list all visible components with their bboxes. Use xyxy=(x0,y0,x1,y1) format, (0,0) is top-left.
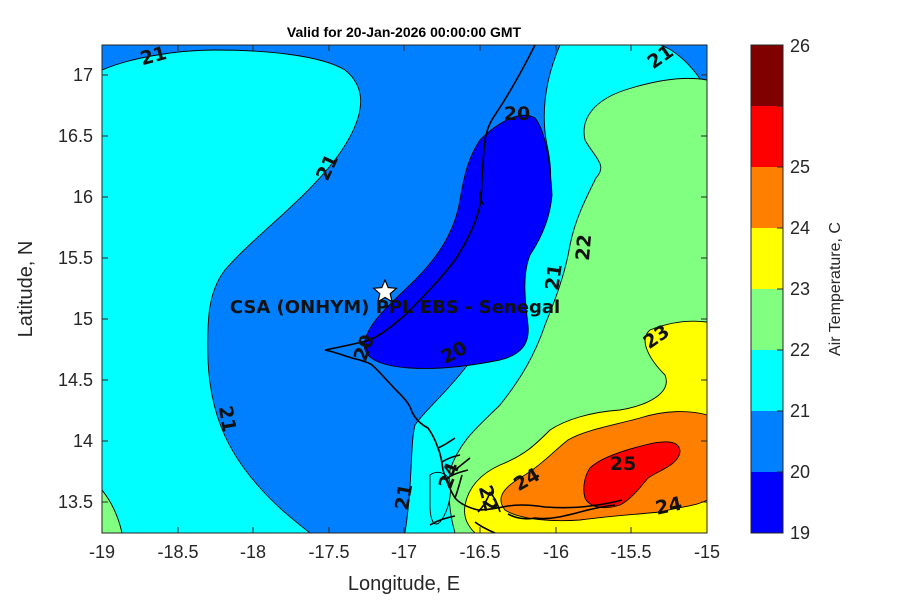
y-tick-label: 15.5 xyxy=(58,248,93,268)
colorbar-swatch xyxy=(751,411,783,472)
x-axis xyxy=(101,45,708,533)
y-tick-label: 17 xyxy=(73,65,93,85)
colorbar-swatch xyxy=(751,228,783,289)
contour-label: 21 xyxy=(541,263,566,292)
band-21-22-coastal xyxy=(429,471,451,525)
band-25-26 xyxy=(583,441,681,509)
y-tick-label: 13.5 xyxy=(58,492,93,512)
contour-label: 24 xyxy=(654,493,684,520)
band-21-22-west xyxy=(102,49,361,533)
colorbar-tick-label: 26 xyxy=(790,36,810,56)
y-axis xyxy=(102,74,707,503)
colorbar-label: Air Temperature, C xyxy=(827,222,844,356)
contour-label: 22 xyxy=(572,233,596,261)
site-label: CSA (ONHYM) PPL EBS - Senegal xyxy=(230,297,560,318)
x-tick-label: -17.5 xyxy=(308,542,349,562)
site-star-icon xyxy=(372,278,398,303)
x-tick-label: -19 xyxy=(89,542,115,562)
x-tick-label: -16.5 xyxy=(459,542,500,562)
colorbar-tick-label: 21 xyxy=(790,401,810,421)
x-tick-label: -15 xyxy=(694,542,720,562)
chart-title: Valid for 20-Jan-2026 00:00:00 GMT xyxy=(287,24,522,40)
y-axis-label: Latitude, N xyxy=(15,241,37,338)
y-tick-label: 16.5 xyxy=(58,126,93,146)
colorbar-tick-label: 19 xyxy=(790,523,810,543)
coastline xyxy=(324,45,623,511)
colorbar-swatch xyxy=(751,106,783,167)
colorbar-tick-label: 20 xyxy=(790,462,810,482)
border-gambia xyxy=(429,437,616,533)
colorbar-tick-label: 25 xyxy=(790,157,810,177)
x-tick-labels: -19 -18.5 -18 -17.5 -17 -16.5 -16 -15.5 … xyxy=(89,542,720,562)
colorbar-tick-label: 24 xyxy=(790,218,810,238)
colorbar-swatch xyxy=(751,472,783,533)
colorbar-swatch xyxy=(751,167,783,228)
band-22-23-west-corner xyxy=(102,489,123,533)
y-tick-label: 16 xyxy=(73,187,93,207)
colorbar: 19 20 21 22 23 24 25 26 Air Temperature,… xyxy=(750,36,844,543)
x-tick-label: -18 xyxy=(240,542,266,562)
contour-label: 25 xyxy=(610,453,636,475)
colorbar-tick-label: 23 xyxy=(790,279,810,299)
contour-label: 21 xyxy=(214,404,240,434)
x-tick-label: -16 xyxy=(543,542,569,562)
band-19-20 xyxy=(363,114,553,369)
x-tick-label: -17 xyxy=(391,542,417,562)
y-tick-label: 14.5 xyxy=(58,370,93,390)
contour-label: 21 xyxy=(391,482,417,512)
x-axis-label: Longitude, E xyxy=(348,573,460,595)
x-tick-label: -18.5 xyxy=(157,542,198,562)
y-tick-label: 15 xyxy=(73,309,93,329)
river xyxy=(364,189,485,359)
colorbar-tick-label: 22 xyxy=(790,340,810,360)
y-tick-labels: 13.5 14 14.5 15 15.5 16 16.5 17 xyxy=(58,65,93,512)
x-tick-label: -15.5 xyxy=(610,542,651,562)
contour-field xyxy=(102,45,707,533)
colorbar-swatch xyxy=(751,289,783,350)
contour-label: 20 xyxy=(504,103,530,125)
colorbar-swatch xyxy=(751,350,783,411)
colorbar-swatch xyxy=(751,45,783,106)
y-tick-label: 14 xyxy=(73,431,93,451)
